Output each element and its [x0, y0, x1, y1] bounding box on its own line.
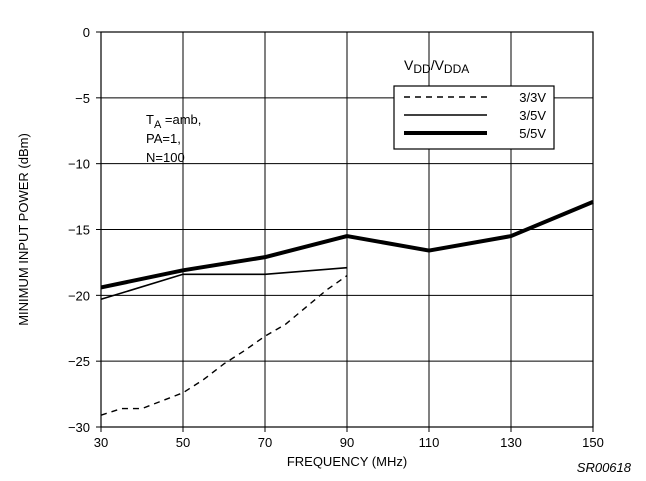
- y-tick-label: −10: [68, 157, 90, 172]
- y-tick-label: −30: [68, 420, 90, 435]
- series-line-3-5v: [100, 266, 348, 301]
- legend-label: 3/5V: [519, 108, 546, 123]
- y-tick-label: −5: [75, 91, 90, 106]
- series: [100, 200, 594, 416]
- x-tick-label: 90: [340, 435, 354, 450]
- figure-code: SR00618: [577, 460, 632, 475]
- x-tick-label: 70: [258, 435, 272, 450]
- annotation-temperature: TA =amb,: [146, 112, 201, 131]
- series-line-3-3v: [100, 275, 348, 416]
- series-line-5-5v: [100, 200, 594, 290]
- x-tick-label: 30: [94, 435, 108, 450]
- y-tick-label: −25: [68, 354, 90, 369]
- y-tick-label: −20: [68, 288, 90, 303]
- conditions-annotation: TA =amb, PA=1, N=100: [146, 112, 201, 165]
- x-tick-label: 110: [419, 435, 440, 450]
- x-axis-ticks: 30 50 70 90 110 130 150: [94, 427, 604, 450]
- y-axis-ticks: 0 −5 −10 −15 −20 −25 −30: [68, 25, 101, 435]
- y-tick-label: −15: [68, 223, 90, 238]
- x-tick-label: 50: [176, 435, 190, 450]
- x-axis-label: FREQUENCY (MHz): [287, 454, 407, 469]
- x-tick-label: 150: [582, 435, 604, 450]
- annotation-n: N=100: [146, 150, 185, 165]
- y-axis-label: MINIMUM INPUT POWER (dBm): [16, 133, 31, 326]
- legend: VDD/VDDA 3/3V 3/5V 5/5V: [393, 57, 555, 150]
- legend-label: 3/3V: [519, 90, 546, 105]
- legend-label: 5/5V: [519, 126, 546, 141]
- y-tick-label: 0: [83, 25, 90, 40]
- annotation-pa: PA=1,: [146, 131, 181, 146]
- x-tick-label: 130: [500, 435, 522, 450]
- legend-title: VDD/VDDA: [404, 57, 469, 76]
